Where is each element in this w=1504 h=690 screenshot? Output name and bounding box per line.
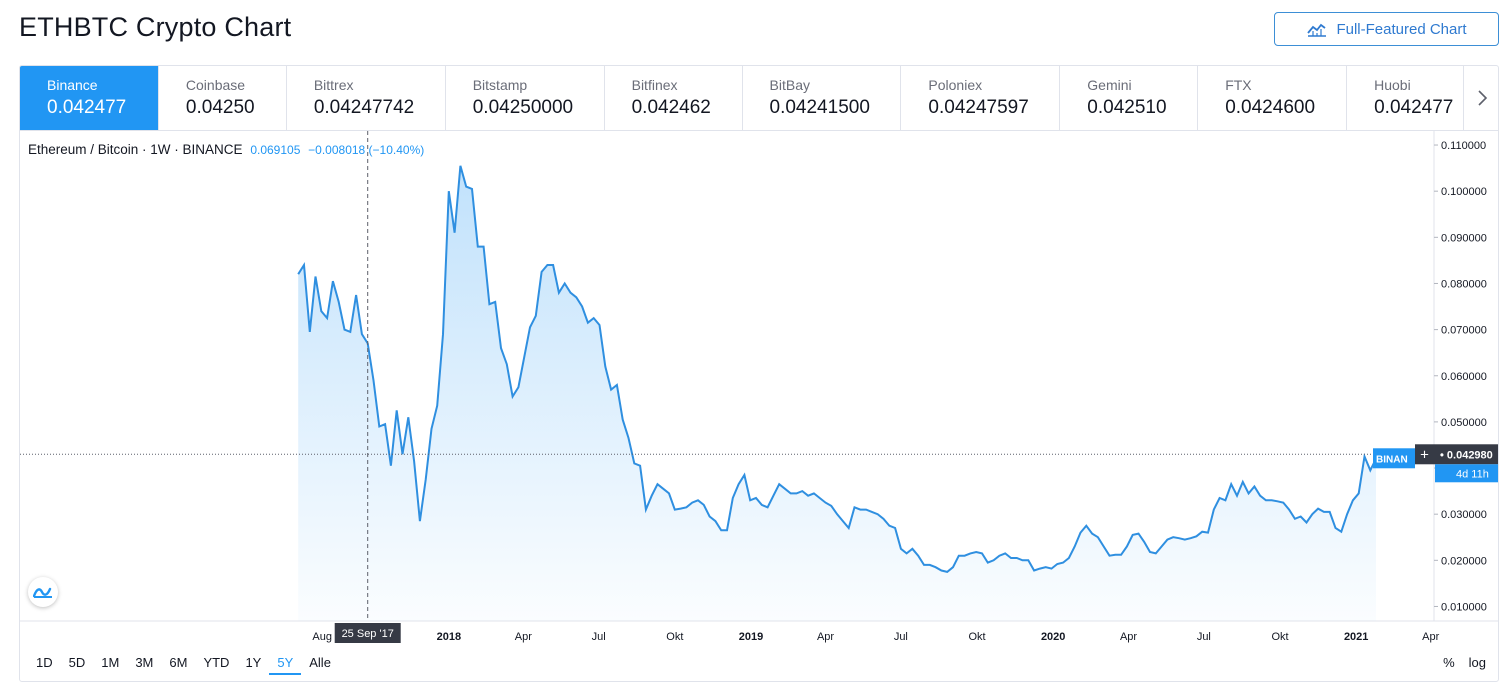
percent-scale-toggle[interactable]: %	[1443, 655, 1455, 670]
tab-exchange-price: 0.042462	[631, 97, 711, 118]
tab-exchange-price: 0.04250	[185, 97, 255, 118]
y-tick-label: 0.030000	[1441, 509, 1487, 521]
timeframe-5y[interactable]: 5Y	[269, 653, 302, 675]
tab-exchange-name: Bittrex	[313, 77, 354, 93]
tab-exchange-name: Gemini	[1087, 77, 1132, 93]
tab-bitfinex[interactable]: Bitfinex 0.042462	[604, 66, 743, 130]
timeframe-1m[interactable]: 1M	[101, 655, 120, 670]
x-tick-label: Jul	[894, 631, 908, 643]
price-area-fill	[298, 165, 1377, 622]
y-tick-label: 0.100000	[1441, 186, 1487, 198]
tab-exchange-name: Huobi	[1374, 77, 1411, 93]
tab-exchange-price: 0.0424600	[1225, 97, 1316, 118]
chart-widget: Binance 0.042477 Coinbase 0.04250 Bittre…	[19, 65, 1499, 682]
tab-exchange-price: 0.04250000	[472, 97, 574, 118]
timeframe-3m[interactable]: 3M	[135, 655, 154, 670]
y-tick-label: 0.010000	[1441, 601, 1487, 613]
price-chart[interactable]: 0.0100000.0200000.0300000.0400000.050000…	[20, 131, 1499, 643]
plus-icon: +	[1420, 446, 1429, 463]
legend-change: −0.008018 (−10.40%)	[308, 143, 425, 157]
timeframe-6m[interactable]: 6M	[169, 655, 188, 670]
chevron-right-icon	[1478, 90, 1488, 106]
page-title: ETHBTC Crypto Chart	[19, 12, 292, 42]
scale-options: % log	[1443, 653, 1486, 673]
x-tick-label: Aug	[312, 631, 332, 643]
price-line	[297, 165, 1377, 573]
x-tick-label: Okt	[666, 631, 683, 643]
tab-exchange-price: 0.042477	[1374, 97, 1454, 118]
tab-ftx[interactable]: FTX 0.0424600	[1198, 66, 1348, 130]
tab-coinbase[interactable]: Coinbase 0.04250	[158, 66, 287, 130]
exchange-tag-box	[1373, 448, 1415, 469]
tab-exchange-name: BitBay	[769, 77, 810, 93]
legend-symbol: Ethereum / Bitcoin · 1W · BINANCE	[28, 142, 243, 157]
x-tick-label: 2019	[739, 631, 763, 643]
tradingview-logo[interactable]	[28, 577, 58, 607]
x-tick-label: Okt	[1271, 631, 1288, 643]
timeframe-ytd[interactable]: YTD	[203, 655, 230, 670]
tab-binance[interactable]: Binance 0.042477	[20, 66, 159, 130]
countdown-label: 4d 11h	[1456, 468, 1489, 480]
tab-exchange-price: 0.04241500	[769, 97, 870, 118]
y-tick-label: 0.020000	[1441, 555, 1487, 567]
y-tick-label: 0.070000	[1441, 325, 1487, 337]
chart-icon	[1307, 23, 1327, 37]
crosshair-date-label: 25 Sep '17	[342, 628, 394, 640]
x-tick-label: 2020	[1041, 631, 1065, 643]
y-tick-label: 0.110000	[1441, 140, 1486, 152]
exchange-tag-label: BINAN	[1376, 454, 1408, 465]
x-tick-label: Apr	[1120, 631, 1137, 643]
tab-exchange-name: Poloniex	[928, 77, 983, 93]
legend-value: 0.069105	[250, 143, 301, 157]
x-tick-label: Apr	[1422, 631, 1439, 643]
log-scale-toggle[interactable]: log	[1468, 655, 1486, 670]
tab-huobi[interactable]: Huobi 0.042477	[1347, 66, 1465, 130]
timeframe-5d[interactable]: 5D	[68, 655, 86, 670]
crosshair-price-label: • 0.042980	[1440, 449, 1493, 461]
x-tick-label: 2021	[1344, 631, 1368, 643]
crosshair-price-box	[1434, 444, 1498, 465]
tab-exchange-name: Coinbase	[185, 77, 246, 93]
tab-bittrex[interactable]: Bittrex 0.04247742	[286, 66, 446, 130]
tab-poloniex[interactable]: Poloniex 0.04247597	[901, 66, 1061, 130]
x-tick-label: Okt	[968, 631, 985, 643]
y-tick-label: 0.090000	[1441, 232, 1487, 244]
tab-exchange-name: Bitfinex	[631, 77, 678, 93]
y-tick-label: 0.080000	[1441, 278, 1487, 290]
countdown-box	[1435, 464, 1498, 483]
crosshair-date-box	[334, 623, 401, 643]
x-tick-label: Apr	[515, 631, 532, 643]
full-featured-chart-label: Full-Featured Chart	[1336, 20, 1467, 38]
timeframe-bar: 1D 5D 1M 3M 6M YTD 1Y 5Y Alle	[34, 653, 339, 675]
tab-exchange-name: Bitstamp	[472, 77, 528, 93]
tabs-next-button[interactable]	[1464, 66, 1498, 130]
full-featured-chart-button[interactable]: Full-Featured Chart	[1274, 12, 1499, 46]
logo-icon	[33, 587, 52, 598]
tab-exchange-price: 0.042477	[47, 97, 127, 118]
chart-legend: Ethereum / Bitcoin · 1W · BINANCE 0.0691…	[28, 142, 424, 157]
tab-bitstamp[interactable]: Bitstamp 0.04250000	[445, 66, 605, 130]
tab-bitbay[interactable]: BitBay 0.04241500	[742, 66, 902, 130]
tab-exchange-price: 0.042510	[1087, 97, 1167, 118]
y-tick-label: 0.050000	[1441, 417, 1487, 429]
exchange-tabs: Binance 0.042477 Coinbase 0.04250 Bittre…	[20, 66, 1498, 131]
tab-exchange-price: 0.04247742	[313, 97, 415, 118]
tab-gemini[interactable]: Gemini 0.042510	[1060, 66, 1199, 130]
x-tick-label: Jul	[1197, 631, 1211, 643]
y-tick-label: 0.060000	[1441, 371, 1487, 383]
x-tick-label: Apr	[817, 631, 834, 643]
x-tick-label: Jul	[592, 631, 606, 643]
add-alert-button[interactable]	[1415, 444, 1434, 465]
tab-exchange-price: 0.04247597	[928, 97, 1029, 118]
timeframe-1y[interactable]: 1Y	[245, 655, 262, 670]
timeframe-all[interactable]: Alle	[309, 655, 331, 670]
tab-exchange-name: Binance	[47, 77, 98, 93]
tab-exchange-name: FTX	[1225, 77, 1252, 93]
x-tick-label: 2018	[437, 631, 461, 643]
timeframe-1d[interactable]: 1D	[36, 655, 53, 670]
